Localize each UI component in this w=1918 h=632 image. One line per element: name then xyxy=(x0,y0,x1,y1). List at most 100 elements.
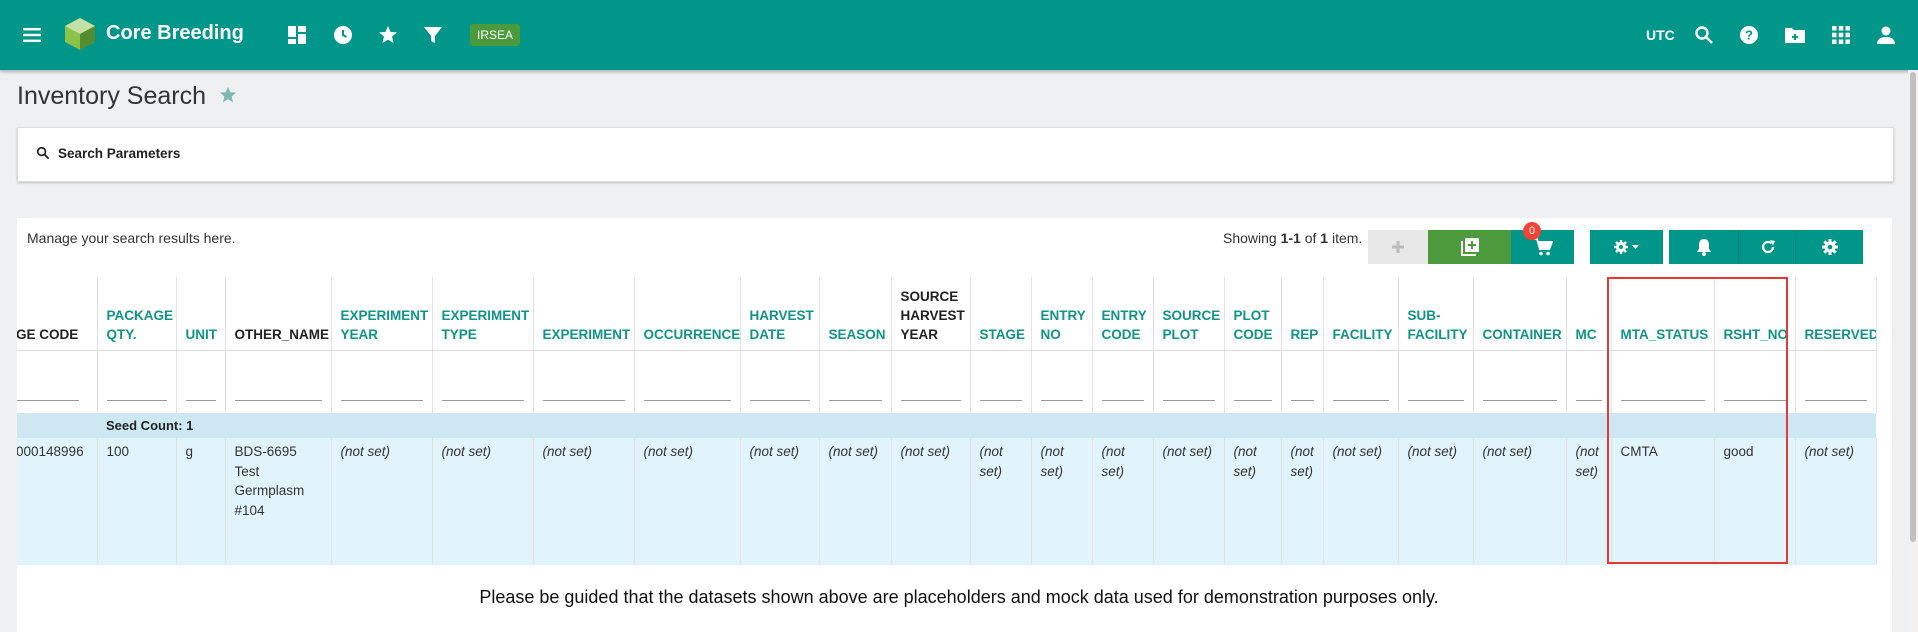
filter-entry-no[interactable] xyxy=(1040,377,1083,401)
button-gap xyxy=(1574,230,1575,264)
col-header-reserved[interactable]: RESERVED xyxy=(1795,277,1877,351)
filter-other-name[interactable] xyxy=(234,377,322,401)
filter-mta-status[interactable] xyxy=(1620,377,1705,401)
grid-settings-button[interactable] xyxy=(1795,230,1863,264)
filter-row xyxy=(17,350,1877,413)
svg-text:?: ? xyxy=(1745,28,1753,43)
add-button[interactable] xyxy=(1368,230,1428,264)
filter-source-plot[interactable] xyxy=(1162,377,1215,401)
col-header-package-qty[interactable]: PACKAGE QTY. xyxy=(97,277,177,351)
col-header-entry-no[interactable]: ENTRY NO xyxy=(1031,277,1093,351)
filter-harvest-date[interactable] xyxy=(749,377,810,401)
filter-cell xyxy=(1153,350,1225,413)
col-header-mta-status[interactable]: MTA_STATUS xyxy=(1611,277,1715,351)
cart-count-badge: 0 xyxy=(1523,222,1541,240)
app-title[interactable]: Core Breeding xyxy=(106,22,244,44)
filter-container[interactable] xyxy=(1482,377,1557,401)
cell-facility: (not set) xyxy=(1323,438,1399,565)
col-header-experiment-type[interactable]: EXPERIMENT TYPE xyxy=(432,277,534,351)
filter-facility[interactable] xyxy=(1332,377,1389,401)
filter-experiment-type[interactable] xyxy=(441,377,524,401)
col-header-unit[interactable]: UNIT xyxy=(176,277,226,351)
col-header-occurrence[interactable]: OCCURRENCE xyxy=(634,277,741,351)
filter-cell xyxy=(1224,350,1282,413)
apps-grid-icon[interactable] xyxy=(1828,22,1854,48)
folder-add-icon[interactable] xyxy=(1782,22,1808,48)
refresh-button[interactable] xyxy=(1738,230,1796,264)
col-header-harvest-date[interactable]: HARVEST DATE xyxy=(740,277,820,351)
col-header-rep[interactable]: REP xyxy=(1281,277,1324,351)
cart-button[interactable] xyxy=(1511,230,1574,264)
filter-cell xyxy=(891,350,971,413)
filter-reserved[interactable] xyxy=(1804,377,1867,401)
filter-experiment-year[interactable] xyxy=(340,377,423,401)
filter-unit[interactable] xyxy=(185,377,216,401)
history-clock-icon[interactable] xyxy=(330,22,356,48)
col-header-experiment-year[interactable]: EXPERIMENT YEAR xyxy=(331,277,433,351)
filter-cell xyxy=(634,350,741,413)
filter-cell xyxy=(1281,350,1324,413)
col-header-source-harvest-year[interactable]: SOURCE HARVEST YEAR xyxy=(891,277,971,351)
col-header-package-code[interactable]: GE CODE xyxy=(17,277,98,351)
program-tag[interactable]: IRSEA xyxy=(470,24,521,46)
favorites-star-icon[interactable] xyxy=(375,22,401,48)
filter-rep[interactable] xyxy=(1290,377,1314,401)
filter-mc[interactable] xyxy=(1575,377,1602,401)
filter-entry-code[interactable] xyxy=(1101,377,1144,401)
showing-suffix: item. xyxy=(1328,230,1363,246)
bookmark-star-icon[interactable] xyxy=(219,86,237,109)
cell-stage: (not set) xyxy=(970,438,1032,565)
col-header-season[interactable]: SEASON xyxy=(819,277,892,351)
notifications-button[interactable] xyxy=(1669,230,1738,264)
page-scrollbar[interactable] xyxy=(1908,70,1918,632)
manage-results-text: Manage your search results here. xyxy=(27,230,236,246)
add-to-list-button[interactable] xyxy=(1428,230,1511,264)
col-header-facility[interactable]: FACILITY xyxy=(1323,277,1399,351)
filter-experiment[interactable] xyxy=(542,377,625,401)
plus-icon xyxy=(1392,241,1404,253)
filter-package-qty[interactable] xyxy=(106,377,167,401)
filter-sub-facility[interactable] xyxy=(1407,377,1464,401)
filter-rsht-no[interactable] xyxy=(1723,377,1786,401)
app-logo-icon xyxy=(63,16,97,52)
cell-experiment: (not set) xyxy=(533,438,635,565)
filter-cell xyxy=(432,350,534,413)
filter-package-code[interactable] xyxy=(17,377,79,401)
filter-cell xyxy=(1323,350,1399,413)
user-account-icon[interactable] xyxy=(1873,22,1899,48)
col-header-other-name[interactable]: OTHER_NAME xyxy=(225,277,332,351)
top-app-bar: Core Breeding IRSEA UTC ? xyxy=(0,0,1918,70)
col-header-source-plot[interactable]: SOURCE PLOT xyxy=(1153,277,1225,351)
search-parameters-panel[interactable]: Search Parameters xyxy=(17,127,1894,182)
col-header-rsht-no[interactable]: RSHT_NO xyxy=(1714,277,1796,351)
col-header-entry-code[interactable]: ENTRY CODE xyxy=(1092,277,1154,351)
menu-icon[interactable] xyxy=(19,22,45,48)
filter-cell xyxy=(225,350,332,413)
disclaimer-text: Please be guided that the datasets shown… xyxy=(479,587,1439,607)
filter-icon[interactable] xyxy=(420,22,446,48)
filter-cell xyxy=(970,350,1032,413)
filter-occurrence[interactable] xyxy=(643,377,731,401)
col-header-sub-facility[interactable]: SUB-FACILITY xyxy=(1398,277,1474,351)
filter-season[interactable] xyxy=(828,377,882,401)
filter-source-harvest-year[interactable] xyxy=(900,377,961,401)
dashboard-icon[interactable] xyxy=(284,22,310,48)
table-row[interactable]: 000148996 100 g BDS-6695 Test Germplasm … xyxy=(17,438,1877,565)
filter-plot-code[interactable] xyxy=(1233,377,1272,401)
search-icon[interactable] xyxy=(1691,22,1717,48)
col-header-plot-code[interactable]: PLOT CODE xyxy=(1224,277,1282,351)
filter-cell xyxy=(331,350,433,413)
filter-cell xyxy=(1795,350,1877,413)
col-header-experiment[interactable]: EXPERIMENT xyxy=(533,277,635,351)
filter-cell xyxy=(1566,350,1612,413)
col-header-container[interactable]: CONTAINER xyxy=(1473,277,1567,351)
page-title: Inventory Search xyxy=(17,82,206,110)
scrollbar-thumb[interactable] xyxy=(1910,72,1916,542)
col-header-stage[interactable]: STAGE xyxy=(970,277,1032,351)
showing-prefix: Showing xyxy=(1223,230,1281,246)
col-header-mc[interactable]: MC xyxy=(1566,277,1612,351)
filter-stage[interactable] xyxy=(979,377,1022,401)
help-icon[interactable]: ? xyxy=(1736,22,1762,48)
settings-dropdown-button[interactable] xyxy=(1590,230,1663,264)
search-parameters-label[interactable]: Search Parameters xyxy=(58,146,181,161)
